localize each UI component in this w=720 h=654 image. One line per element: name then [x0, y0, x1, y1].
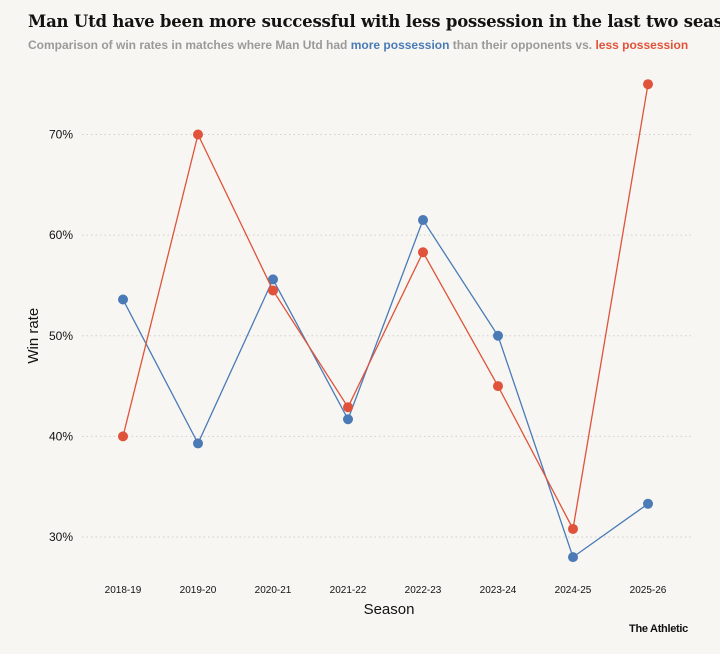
data-point	[193, 438, 203, 449]
y-tick-label: 50%	[49, 329, 73, 343]
subtitle-more-possession: more possession	[350, 38, 450, 52]
subtitle-prefix: Comparison of win rates in matches where…	[28, 38, 351, 52]
data-point	[568, 552, 578, 563]
data-point	[118, 294, 128, 305]
data-point	[418, 247, 428, 258]
data-point	[493, 381, 503, 392]
x-tick-label: 2021-22	[330, 585, 367, 596]
y-axis-ticks: 30% 40% 50% 60% 70%	[49, 128, 73, 545]
x-tick-label: 2024-25	[555, 585, 592, 596]
x-tick-label: 2019-20	[180, 585, 217, 596]
data-point	[118, 431, 128, 442]
brand-logo: The Athletic	[629, 623, 688, 635]
y-axis-label: Win rate	[25, 308, 42, 364]
series-line	[122, 218, 649, 559]
x-tick-label: 2023-24	[480, 585, 517, 596]
x-axis-label: Season	[364, 601, 415, 618]
data-point	[268, 285, 278, 296]
series-line	[122, 84, 649, 531]
subtitle-middle: than their opponents vs.	[449, 38, 596, 52]
y-tick-label: 70%	[49, 128, 73, 142]
series-layer	[118, 79, 653, 563]
y-tick-label: 30%	[49, 530, 73, 544]
series-more-possession	[118, 215, 653, 563]
data-point	[568, 523, 578, 534]
y-tick-label: 40%	[49, 429, 73, 443]
x-tick-label: 2025-26	[630, 585, 667, 596]
x-tick-label: 2022-23	[405, 585, 442, 596]
data-point	[418, 215, 428, 226]
data-point	[643, 79, 653, 90]
data-point	[493, 330, 503, 341]
data-point	[343, 414, 353, 425]
chart-title: Man Utd have been more successful with l…	[28, 12, 720, 31]
x-tick-label: 2018-19	[105, 585, 142, 596]
series-less-possession	[118, 79, 653, 534]
y-tick-label: 60%	[49, 228, 73, 242]
grid-lines	[82, 134, 692, 538]
data-point	[193, 129, 203, 140]
chart-subtitle: Comparison of win rates in matches where…	[28, 38, 688, 52]
data-point	[268, 274, 278, 285]
subtitle-less-possession: less possession	[595, 38, 689, 52]
data-point	[643, 498, 653, 509]
x-tick-label: 2020-21	[255, 585, 292, 596]
x-axis-ticks: 2018-19 2019-20 2020-21 2021-22 2022-23 2023-…	[105, 585, 667, 596]
data-point	[343, 402, 353, 413]
